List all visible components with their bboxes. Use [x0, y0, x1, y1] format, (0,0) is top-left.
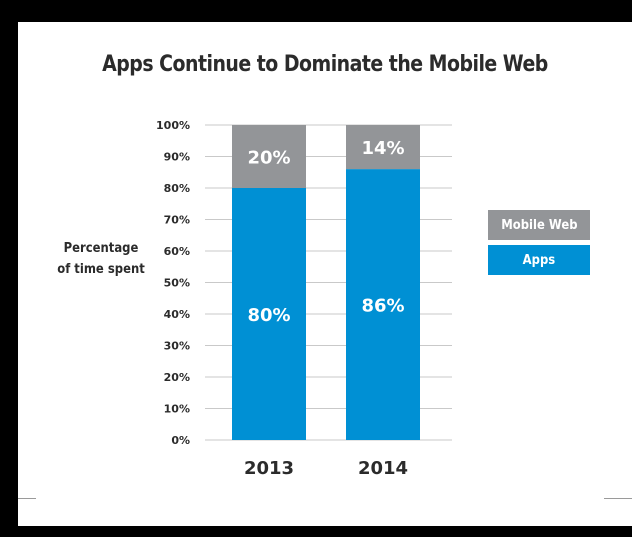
- bottom-strip: [18, 492, 632, 526]
- y-axis-label: Percentage of time spent: [49, 238, 154, 280]
- y-tick-label: 80%: [164, 182, 190, 195]
- y-tick-label: 90%: [164, 151, 190, 164]
- bar-apps-2014: [346, 169, 420, 440]
- bar-apps-2013: [232, 188, 306, 440]
- bottom-rule-left: [18, 498, 36, 499]
- x-tick-label: 2013: [244, 458, 294, 479]
- legend-item-mobile-web: Mobile Web: [488, 210, 590, 240]
- y-tick-label: 50%: [164, 277, 190, 290]
- y-tick-label: 0%: [171, 434, 190, 447]
- legend-label-apps: Apps: [522, 252, 556, 268]
- bottom-rule-right: [604, 498, 632, 499]
- legend-label-mobile-web: Mobile Web: [500, 217, 578, 233]
- y-tick-label: 30%: [164, 340, 190, 353]
- data-label-mobile-web-2014: 14%: [361, 138, 404, 159]
- y-tick-label: 70%: [164, 214, 190, 227]
- y-axis-label-line-1: Percentage: [63, 240, 139, 256]
- y-tick-label: 40%: [164, 308, 190, 321]
- y-tick-label: 20%: [164, 371, 190, 384]
- data-label-apps-2013: 80%: [247, 305, 290, 326]
- data-label-mobile-web-2013: 20%: [247, 148, 290, 169]
- y-tick-label: 60%: [164, 245, 190, 258]
- x-tick-label: 2014: [358, 458, 408, 479]
- bar-mobile-web-2014: [346, 125, 420, 170]
- y-axis-label-line-2: of time spent: [57, 261, 145, 277]
- data-label-apps-2014: 86%: [361, 296, 404, 317]
- bar-mobile-web-2013: [232, 125, 306, 188]
- y-tick-label: 10%: [164, 403, 190, 416]
- y-tick-label: 100%: [156, 119, 190, 132]
- legend-item-apps: Apps: [488, 245, 590, 275]
- chart-title: Apps Continue to Dominate the Mobile Web: [102, 52, 548, 77]
